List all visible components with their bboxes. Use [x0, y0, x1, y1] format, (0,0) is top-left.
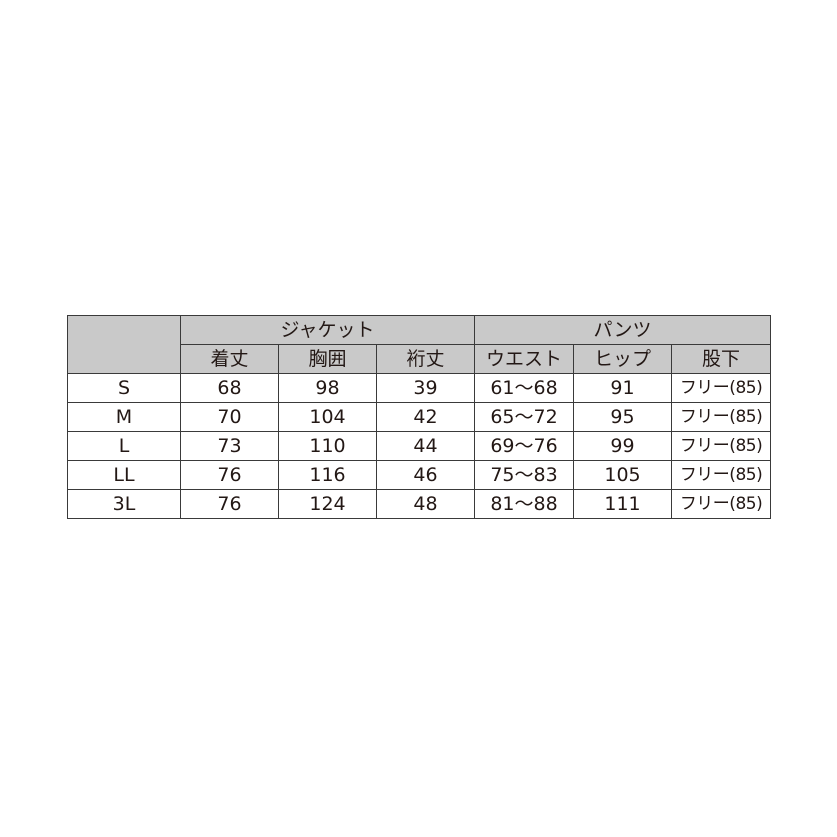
col-header: 股下: [670, 344, 772, 374]
table-cell: 98: [278, 373, 377, 403]
table-cell: 91: [573, 373, 672, 403]
table-cell: 61〜68: [474, 373, 574, 403]
table-cell: 99: [573, 431, 672, 461]
size-table: ジャケット パンツ 着丈 胸囲 裄丈 ウエスト ヒップ 股下 S 68 98 39 61…: [67, 315, 772, 519]
table-cell: フリー(85): [670, 489, 772, 519]
table-cell: 65〜72: [474, 402, 574, 432]
table-cell: 124: [278, 489, 377, 519]
table-cell: フリー(85): [670, 373, 772, 403]
table-row: S 68 98 39 61〜68 91 フリー(85): [67, 373, 772, 403]
table-cell: 76: [180, 489, 279, 519]
column-header-row: 着丈 胸囲 裄丈 ウエスト ヒップ 股下: [68, 344, 772, 374]
group-jacket: ジャケット: [180, 315, 475, 345]
size-label: S: [67, 373, 181, 403]
table-cell: 110: [278, 431, 377, 461]
table-row: M 70 104 42 65〜72 95 フリー(85): [67, 402, 772, 432]
table-cell: 68: [180, 373, 279, 403]
table-cell: 46: [376, 460, 475, 490]
table-cell: 104: [278, 402, 377, 432]
col-header: ヒップ: [573, 344, 672, 374]
table-cell: 105: [573, 460, 672, 490]
group-header-row: ジャケット パンツ: [67, 315, 772, 374]
table-cell: 95: [573, 402, 672, 432]
table-cell: フリー(85): [670, 402, 772, 432]
table-cell: 69〜76: [474, 431, 574, 461]
table-cell: 48: [376, 489, 475, 519]
table-cell: 73: [180, 431, 279, 461]
corner-cell: [67, 315, 181, 374]
size-label: LL: [67, 460, 181, 490]
col-header: 着丈: [180, 344, 279, 374]
col-header: 胸囲: [278, 344, 377, 374]
table-cell: 44: [376, 431, 475, 461]
table-row: LL 76 116 46 75〜83 105 フリー(85): [67, 460, 772, 490]
table-cell: 39: [376, 373, 475, 403]
size-label: L: [67, 431, 181, 461]
table-cell: 76: [180, 460, 279, 490]
col-header: ウエスト: [474, 344, 574, 374]
table-cell: 111: [573, 489, 672, 519]
table-row: L 73 110 44 69〜76 99 フリー(85): [67, 431, 772, 461]
col-header: 裄丈: [376, 344, 475, 374]
table-row: 3L 76 124 48 81〜88 111 フリー(85): [67, 489, 772, 519]
table-cell: フリー(85): [670, 431, 772, 461]
table-cell: 116: [278, 460, 377, 490]
table-cell: 75〜83: [474, 460, 574, 490]
size-label: 3L: [67, 489, 181, 519]
group-pants: パンツ: [473, 315, 772, 345]
table-cell: 70: [180, 402, 279, 432]
table-cell: フリー(85): [670, 460, 772, 490]
size-label: M: [67, 402, 181, 432]
table-cell: 42: [376, 402, 475, 432]
table-cell: 81〜88: [474, 489, 574, 519]
